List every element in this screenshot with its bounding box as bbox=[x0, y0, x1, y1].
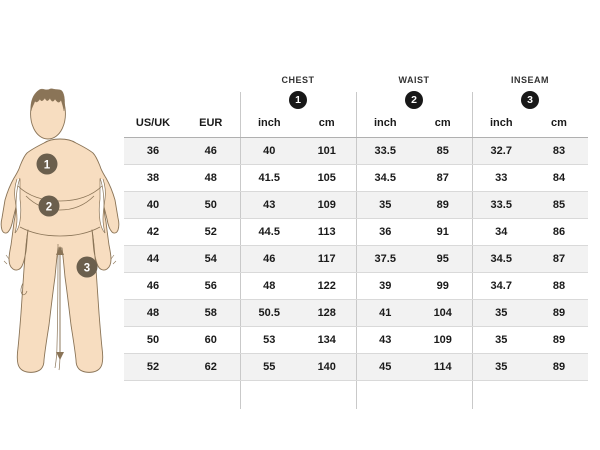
svg-text:1: 1 bbox=[44, 160, 51, 172]
svg-text:3: 3 bbox=[84, 263, 90, 275]
svg-text:2: 2 bbox=[46, 202, 52, 214]
